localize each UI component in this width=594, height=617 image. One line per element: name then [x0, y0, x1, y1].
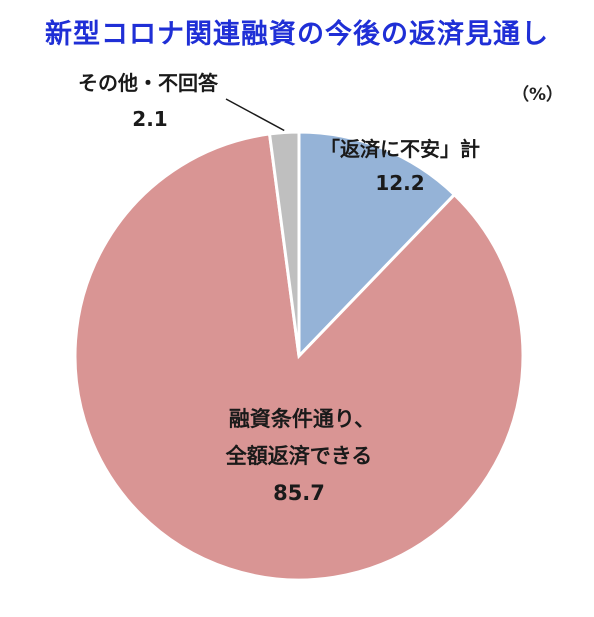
pie-slice [297, 130, 457, 360]
slice-label: その他・不回答 [78, 71, 219, 95]
slice-value-label: 12.2 [375, 171, 424, 195]
chart-title: 新型コロナ関連融資の今後の返済見通し [45, 19, 549, 50]
pie-slice [73, 132, 525, 582]
slice-value-label: 2.1 [132, 107, 167, 131]
pie-slice [267, 130, 301, 357]
slice-label: 「返済に不安」計 [320, 137, 480, 161]
slice-value-label: 85.7 [273, 481, 325, 505]
slice-label: 全額返済できる [225, 444, 373, 468]
unit-label: （%） [512, 85, 564, 105]
leader-line [225, 98, 285, 132]
slice-label: 融資条件通り、 [229, 407, 375, 431]
